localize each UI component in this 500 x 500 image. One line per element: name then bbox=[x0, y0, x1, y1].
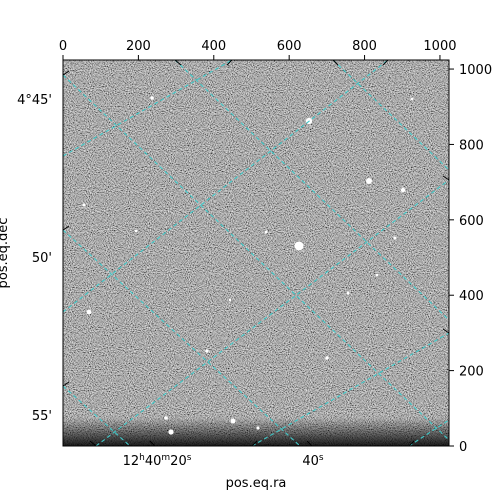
grid-line bbox=[251, 332, 449, 446]
y-axis-title: pos.eq.dec bbox=[0, 218, 11, 289]
wcs-edge-ticks bbox=[62, 59, 450, 447]
grid-line bbox=[408, 419, 449, 446]
grid-line bbox=[95, 179, 449, 446]
x-axis-title: pos.eq.ra bbox=[226, 476, 287, 491]
star bbox=[256, 426, 260, 430]
star bbox=[230, 418, 236, 424]
top-axis: 0 200 400 600 800 1000 bbox=[59, 39, 457, 60]
dec-label-55: 55' bbox=[32, 409, 52, 424]
dec-label-50: 50' bbox=[32, 251, 52, 266]
star bbox=[294, 241, 304, 251]
star bbox=[134, 229, 138, 233]
stars-layer bbox=[82, 96, 414, 435]
right-tick-label-400: 400 bbox=[459, 289, 484, 304]
sky-image bbox=[63, 60, 449, 446]
star bbox=[400, 187, 406, 193]
star bbox=[150, 96, 154, 100]
top-tick-label-200: 200 bbox=[126, 39, 151, 54]
star bbox=[228, 298, 232, 302]
top-tick-label-0: 0 bbox=[59, 39, 67, 54]
top-tick-label-600: 600 bbox=[277, 39, 302, 54]
star bbox=[346, 291, 350, 295]
star bbox=[366, 178, 372, 184]
grid-line bbox=[63, 60, 233, 157]
star bbox=[86, 309, 92, 315]
ra-label-12h40m20s: 12h40m20s bbox=[123, 453, 192, 469]
grid-line bbox=[63, 74, 449, 441]
top-tick-label-800: 800 bbox=[352, 39, 377, 54]
grid-line bbox=[63, 60, 389, 313]
star bbox=[168, 429, 174, 435]
right-tick-label-1000: 1000 bbox=[459, 63, 492, 78]
coordinate-grid bbox=[63, 60, 449, 446]
star bbox=[410, 97, 414, 101]
right-axis: 0 200 400 600 800 1000 bbox=[449, 63, 492, 455]
star bbox=[205, 349, 209, 353]
grid-line bbox=[63, 385, 131, 446]
right-tick-label-800: 800 bbox=[459, 138, 484, 153]
star bbox=[393, 236, 397, 240]
ra-label-40s: 40s bbox=[302, 453, 324, 469]
right-tick-label-0: 0 bbox=[459, 440, 467, 455]
grid-line bbox=[332, 60, 449, 171]
star bbox=[164, 416, 168, 420]
star bbox=[82, 203, 86, 207]
star bbox=[264, 230, 268, 234]
right-tick-label-200: 200 bbox=[459, 365, 484, 380]
top-tick-label-400: 400 bbox=[201, 39, 226, 54]
grid-line bbox=[63, 229, 301, 446]
star bbox=[375, 273, 379, 277]
plot-frame bbox=[62, 59, 450, 447]
star bbox=[325, 356, 329, 360]
top-tick-label-1000: 1000 bbox=[423, 39, 456, 54]
dec-label-4-45: 4°45' bbox=[17, 93, 52, 108]
right-tick-label-600: 600 bbox=[459, 214, 484, 229]
